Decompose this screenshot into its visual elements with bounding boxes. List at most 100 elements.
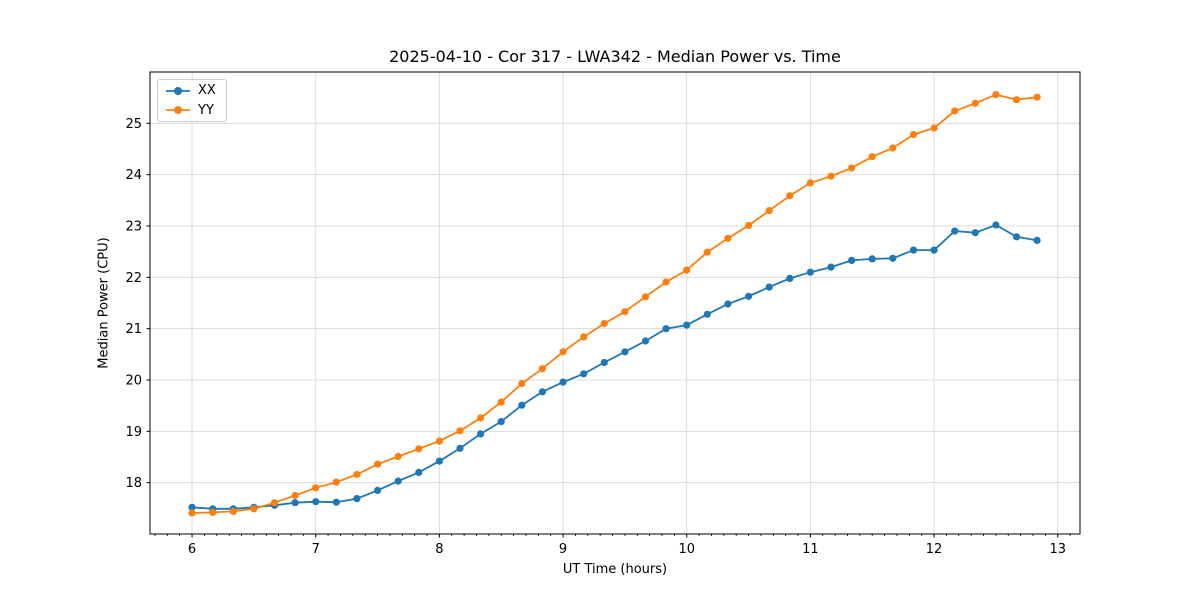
data-point-xx — [477, 430, 485, 438]
data-point-xx — [353, 495, 361, 503]
x-tick-label: 8 — [435, 542, 443, 557]
chart-title: 2025-04-10 - Cor 317 - LWA342 - Median P… — [389, 47, 841, 66]
y-tick-label: 21 — [125, 322, 142, 337]
data-point-yy — [559, 348, 567, 356]
legend-item-yy: YY — [165, 101, 219, 120]
data-point-xx — [518, 401, 526, 409]
data-point-yy — [621, 308, 629, 316]
data-point-xx — [621, 348, 629, 356]
data-point-xx — [951, 227, 959, 235]
data-point-yy — [724, 234, 732, 242]
data-point-yy — [250, 505, 258, 513]
data-point-yy — [312, 484, 320, 492]
data-point-yy — [868, 153, 876, 161]
y-tick-label: 20 — [125, 374, 142, 389]
data-point-yy — [538, 365, 547, 373]
data-point-yy — [374, 460, 382, 468]
plot-border — [149, 71, 1081, 535]
data-point-yy — [745, 221, 753, 230]
data-point-xx — [683, 321, 691, 329]
data-point-yy — [229, 507, 237, 515]
data-point-xx — [786, 274, 794, 282]
legend-line-marker-icon — [166, 86, 190, 95]
data-point-xx — [1033, 236, 1041, 244]
data-point-xx — [435, 457, 443, 465]
data-point-yy — [1012, 96, 1021, 104]
x-tick-label: 6 — [188, 542, 196, 557]
data-point-yy — [806, 179, 815, 187]
data-point-yy — [291, 491, 299, 500]
data-point-xx — [806, 268, 815, 276]
data-point-yy — [353, 470, 361, 479]
y-tick-label: 25 — [125, 117, 142, 132]
data-point-xx — [745, 292, 753, 300]
data-point-xx — [374, 486, 382, 494]
data-point-xx — [312, 498, 320, 506]
legend-line-marker-icon — [166, 106, 190, 115]
data-point-xx — [992, 221, 1000, 229]
x-tick-label: 12 — [926, 542, 943, 557]
data-point-yy — [909, 131, 918, 139]
data-point-yy — [827, 172, 835, 180]
data-point-yy — [518, 380, 526, 388]
data-point-xx — [291, 499, 299, 507]
data-point-yy — [497, 398, 505, 406]
legend-label-yy: YY — [198, 102, 214, 118]
data-point-xx — [641, 337, 650, 345]
y-tick-label: 18 — [125, 476, 142, 491]
data-point-xx — [600, 358, 608, 367]
x-axis-label: UT Time (hours) — [562, 562, 668, 577]
data-point-xx — [332, 498, 340, 506]
data-point-yy — [848, 164, 856, 172]
data-point-yy — [930, 124, 938, 132]
data-point-yy — [971, 99, 979, 107]
data-point-yy — [394, 452, 402, 461]
data-point-yy — [332, 478, 340, 486]
data-point-xx — [971, 229, 979, 237]
data-point-xx — [930, 246, 938, 254]
data-point-yy — [889, 144, 897, 152]
data-point-xx — [703, 310, 711, 318]
data-point-yy — [992, 91, 1000, 99]
data-point-yy — [765, 207, 773, 215]
data-point-yy — [786, 192, 794, 200]
data-point-xx — [662, 325, 670, 333]
data-point-yy — [580, 333, 588, 341]
y-tick-label: 23 — [125, 220, 142, 235]
data-point-yy — [600, 319, 608, 328]
series-line-yy — [191, 93, 1038, 514]
data-point-yy — [1033, 93, 1041, 101]
x-tick-label: 13 — [1049, 542, 1066, 557]
x-tick-label: 11 — [802, 542, 819, 557]
data-point-yy — [703, 248, 711, 256]
data-point-yy — [435, 437, 443, 445]
data-point-xx — [188, 503, 196, 511]
data-point-xx — [724, 300, 732, 308]
data-point-xx — [827, 263, 835, 271]
data-point-yy — [209, 508, 217, 516]
data-point-xx — [848, 256, 856, 264]
data-point-yy — [662, 278, 670, 286]
data-point-xx — [415, 468, 423, 476]
data-point-yy — [683, 266, 691, 274]
data-point-yy — [456, 427, 464, 435]
data-point-xx — [559, 378, 567, 386]
data-point-xx — [497, 418, 505, 426]
data-point-xx — [889, 254, 897, 262]
y-tick-label: 19 — [125, 425, 142, 440]
legend-label-xx: XX — [198, 83, 216, 99]
legend-item-xx: XX — [165, 81, 219, 100]
data-point-xx — [580, 370, 588, 378]
data-point-xx — [456, 444, 464, 452]
data-point-yy — [270, 499, 279, 507]
data-point-xx — [868, 255, 876, 263]
x-tick-label: 10 — [678, 542, 695, 557]
y-tick-label: 22 — [125, 271, 142, 286]
series-line-xx — [191, 224, 1038, 510]
legend: XX YY — [157, 79, 227, 122]
y-tick-label: 24 — [125, 168, 142, 183]
data-point-yy — [188, 509, 196, 517]
data-point-xx — [1012, 233, 1021, 241]
data-point-xx — [394, 477, 402, 485]
